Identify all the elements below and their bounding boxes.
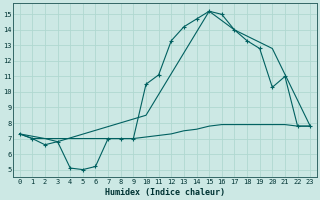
X-axis label: Humidex (Indice chaleur): Humidex (Indice chaleur) [105,188,225,197]
